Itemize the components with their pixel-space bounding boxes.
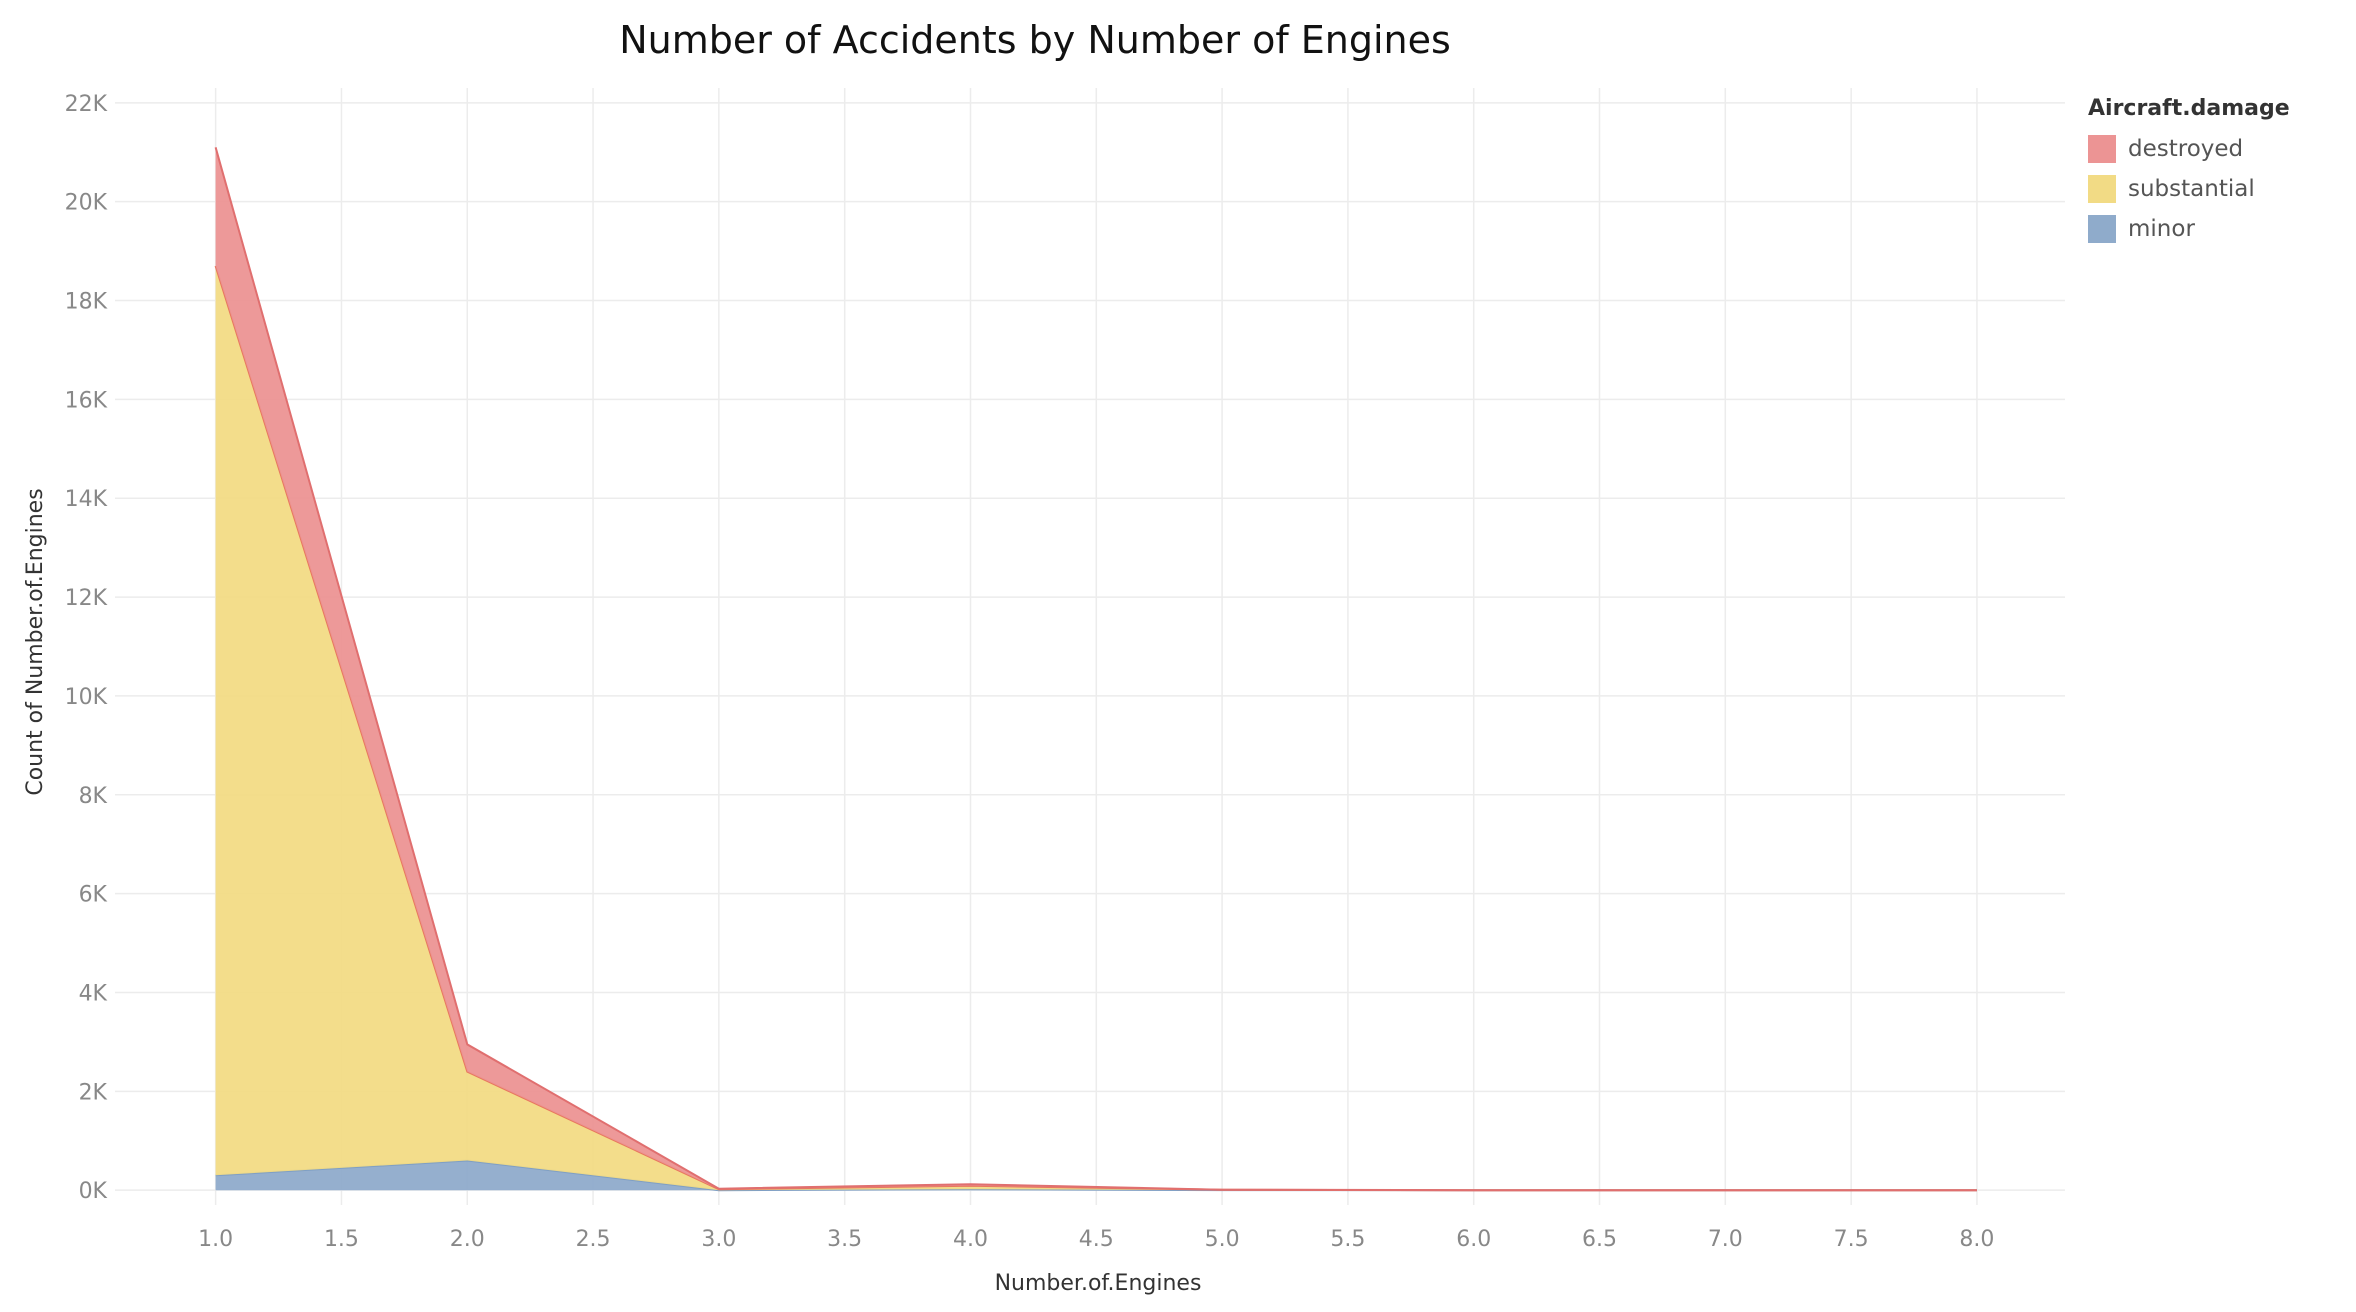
x-tick-label: 5.5	[1330, 1227, 1365, 1252]
x-axis-ticks: 1.0 1.5 2.0 2.5 3.0 3.5 4.0 4.5 5.0 5.5 6.0 6.5 7.0 7…	[198, 1227, 1994, 1252]
x-tick-label: 4.0	[953, 1227, 988, 1252]
legend-swatch-destroyed	[2088, 135, 2116, 163]
legend-item-destroyed: destroyed	[2088, 129, 2290, 169]
area-series	[214, 147, 1977, 1192]
y-tick-label: 22K	[65, 92, 108, 117]
legend-item-substantial: substantial	[2088, 169, 2290, 209]
area-edge-destroyed	[214, 147, 1977, 1192]
x-axis-title: Number.of.Engines	[995, 1271, 1202, 1296]
x-tick-label: 1.5	[324, 1227, 359, 1252]
legend-label: destroyed	[2128, 136, 2244, 162]
x-tick-label: 3.5	[827, 1227, 862, 1252]
y-axis-title: Count of Number.of.Engines	[23, 488, 48, 795]
x-tick-label: 5.0	[1205, 1227, 1240, 1252]
legend-title: Aircraft.damage	[2088, 96, 2290, 121]
x-tick-label: 3.0	[701, 1227, 736, 1252]
y-tick-label: 20K	[65, 191, 108, 216]
area-substantial	[215, 265, 1977, 1191]
x-tick-label: 2.0	[450, 1227, 485, 1252]
x-tick-label: 7.5	[1834, 1227, 1869, 1252]
x-tick-label: 8.0	[1959, 1227, 1994, 1252]
y-tick-label: 14K	[65, 487, 108, 512]
legend-swatch-substantial	[2088, 175, 2116, 203]
y-tick-label: 6K	[79, 883, 108, 908]
y-tick-label: 12K	[65, 586, 108, 611]
legend-label: minor	[2128, 216, 2195, 242]
x-tick-label: 2.5	[576, 1227, 611, 1252]
y-tick-label: 18K	[65, 290, 108, 315]
x-tick-label: 6.5	[1582, 1227, 1617, 1252]
y-tick-label: 16K	[65, 388, 108, 413]
legend: Aircraft.damage destroyed substantial mino…	[2088, 96, 2290, 249]
legend-swatch-minor	[2088, 215, 2116, 243]
y-tick-label: 0K	[79, 1179, 108, 1204]
legend-label: substantial	[2128, 176, 2255, 202]
x-tick-label: 7.0	[1708, 1227, 1743, 1252]
y-tick-label: 2K	[79, 1080, 108, 1105]
x-tick-label: 6.0	[1456, 1227, 1491, 1252]
chart-title: Number of Accidents by Number of Engines	[619, 18, 1451, 62]
x-tick-label: 4.5	[1079, 1227, 1114, 1252]
y-tick-label: 10K	[65, 685, 108, 710]
y-axis-ticks: 0K 2K 4K 6K 8K 10K 12K 14K 16K 18K 20K 22K	[65, 92, 108, 1204]
y-tick-label: 4K	[79, 981, 108, 1006]
x-tick-label: 1.0	[198, 1227, 233, 1252]
legend-items: destroyed substantial minor	[2088, 129, 2290, 249]
legend-item-minor: minor	[2088, 209, 2290, 249]
y-tick-label: 8K	[79, 784, 108, 809]
